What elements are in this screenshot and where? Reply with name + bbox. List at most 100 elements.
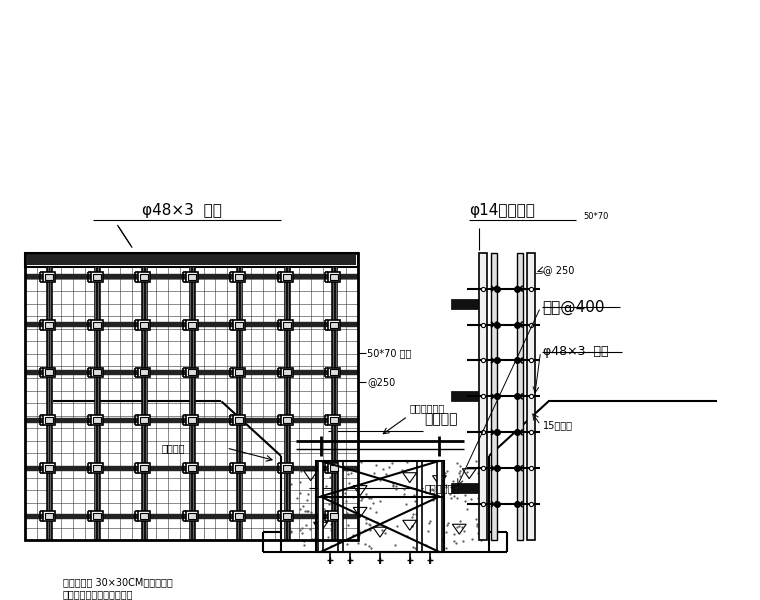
Bar xyxy=(451,391,478,401)
Bar xyxy=(281,463,293,473)
Bar xyxy=(25,253,358,540)
Bar xyxy=(188,274,195,280)
Bar xyxy=(93,322,100,328)
Bar xyxy=(236,418,243,424)
Bar xyxy=(43,463,55,473)
Bar xyxy=(491,253,497,540)
Text: 然后按照模板型的大小安置: 然后按照模板型的大小安置 xyxy=(63,589,133,599)
Bar xyxy=(93,513,100,519)
Text: 止水钓板: 止水钓板 xyxy=(425,412,458,426)
Text: 15厂模板: 15厂模板 xyxy=(543,420,572,430)
Bar xyxy=(90,272,103,281)
Bar xyxy=(236,322,243,328)
Bar xyxy=(281,415,293,425)
Text: @ 250: @ 250 xyxy=(543,266,574,275)
Bar xyxy=(25,418,358,423)
Bar xyxy=(140,418,148,424)
Bar xyxy=(45,418,53,424)
Text: φ48×3  钓管: φ48×3 钓管 xyxy=(543,346,608,358)
Text: 盗向钉管管篇: 盗向钉管管篇 xyxy=(410,403,445,413)
Text: 在基址上升 30×30CM的透气层，: 在基址上升 30×30CM的透气层， xyxy=(63,577,173,587)
Bar xyxy=(90,511,103,521)
Bar xyxy=(283,322,291,328)
Bar xyxy=(233,368,245,377)
Bar xyxy=(188,465,195,471)
Bar xyxy=(281,511,293,521)
Bar xyxy=(185,415,198,425)
Bar xyxy=(93,465,100,471)
Bar xyxy=(328,320,340,329)
Bar xyxy=(43,511,55,521)
Bar xyxy=(43,368,55,377)
Bar xyxy=(45,513,53,519)
Bar xyxy=(138,272,150,281)
Bar xyxy=(188,513,195,519)
Bar xyxy=(43,272,55,281)
Bar xyxy=(45,465,53,471)
Text: @250: @250 xyxy=(367,377,395,387)
Bar xyxy=(90,463,103,473)
Bar xyxy=(93,370,100,376)
Bar xyxy=(338,461,343,552)
Bar xyxy=(233,272,245,281)
Bar xyxy=(25,514,358,518)
Bar xyxy=(141,266,147,540)
Bar xyxy=(25,274,358,279)
Bar xyxy=(140,274,148,280)
Text: 钓管@400: 钓管@400 xyxy=(543,299,605,315)
Bar xyxy=(328,272,340,281)
Bar xyxy=(185,463,198,473)
Bar xyxy=(93,418,100,424)
Bar xyxy=(25,466,358,471)
Bar xyxy=(236,274,243,280)
Bar xyxy=(185,320,198,329)
Bar xyxy=(25,370,358,375)
Bar xyxy=(283,465,291,471)
Bar xyxy=(328,415,340,425)
Bar xyxy=(479,253,487,540)
Bar xyxy=(25,253,358,266)
Bar xyxy=(331,370,338,376)
Bar xyxy=(517,253,523,540)
Bar xyxy=(331,418,338,424)
Bar xyxy=(90,368,103,377)
Bar xyxy=(138,320,150,329)
Bar xyxy=(43,415,55,425)
Bar xyxy=(138,463,150,473)
Text: 50*70: 50*70 xyxy=(583,212,609,221)
Bar xyxy=(236,513,243,519)
Bar xyxy=(233,463,245,473)
Bar xyxy=(236,266,242,540)
Bar xyxy=(188,266,195,540)
Bar xyxy=(233,320,245,329)
Bar xyxy=(328,368,340,377)
Bar xyxy=(45,370,53,376)
Bar xyxy=(331,322,338,328)
Bar xyxy=(188,322,195,328)
Bar xyxy=(281,368,293,377)
Bar xyxy=(236,370,243,376)
Bar xyxy=(140,465,148,471)
Bar xyxy=(25,322,358,327)
Bar xyxy=(90,415,103,425)
Text: 50*70 木坊: 50*70 木坊 xyxy=(367,349,411,358)
Bar xyxy=(318,461,323,552)
Bar xyxy=(93,266,100,540)
Bar xyxy=(138,511,150,521)
Text: φ14止水螺杠: φ14止水螺杠 xyxy=(469,203,535,218)
Bar xyxy=(328,511,340,521)
Bar xyxy=(315,461,445,552)
Bar xyxy=(331,274,338,280)
Bar xyxy=(185,511,198,521)
Bar xyxy=(331,513,338,519)
Bar xyxy=(185,368,198,377)
Bar xyxy=(233,415,245,425)
Bar xyxy=(281,320,293,329)
Text: φ48×3  钓管: φ48×3 钓管 xyxy=(142,203,222,218)
Bar xyxy=(283,370,291,376)
Bar xyxy=(451,299,478,310)
Bar xyxy=(188,418,195,424)
Bar xyxy=(283,418,291,424)
Bar xyxy=(417,461,422,552)
Bar xyxy=(140,513,148,519)
